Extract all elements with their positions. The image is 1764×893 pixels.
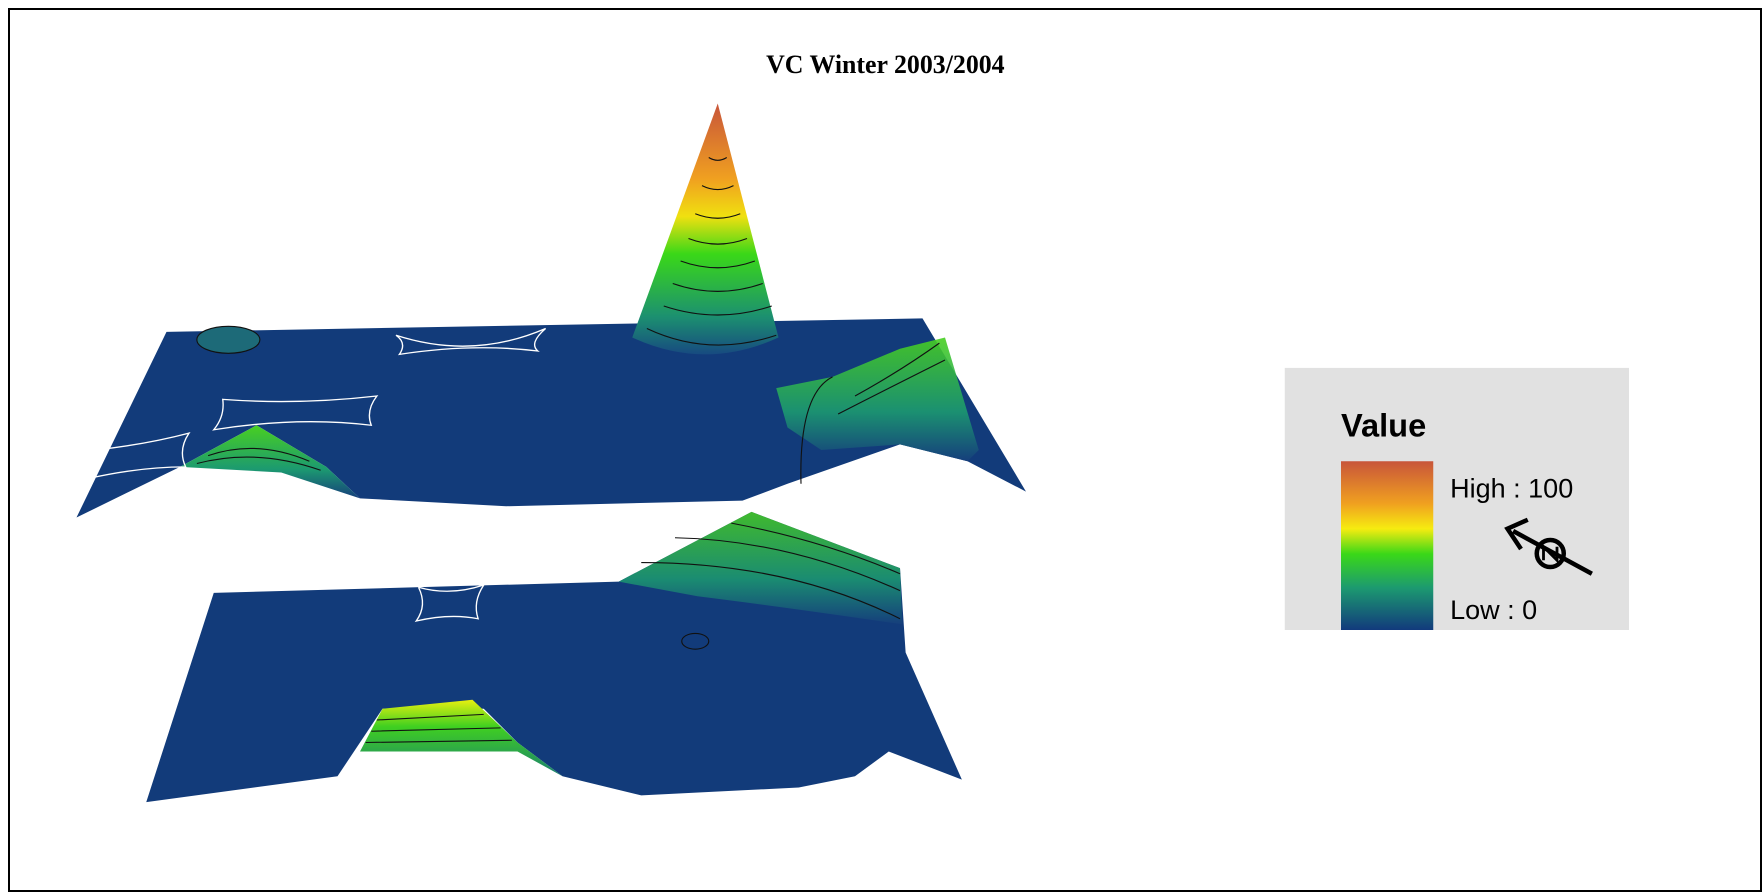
north-arrow: [1504, 517, 1593, 576]
contour: [800, 342, 946, 484]
peak-contours: [646, 157, 777, 346]
small-hill: [196, 325, 261, 354]
yellow-hill: [360, 699, 563, 777]
left-hill: [180, 425, 360, 499]
upper-surface: [76, 318, 1026, 518]
outline: [414, 583, 486, 623]
outline: [89, 432, 191, 479]
legend-low: Low : 0: [1450, 595, 1537, 625]
contour: [196, 447, 321, 471]
outline: [212, 395, 379, 431]
contour: [641, 522, 901, 620]
map-title: VC Winter 2003/2004: [766, 50, 1005, 79]
color-ramp: [1341, 461, 1434, 630]
contour: [365, 713, 512, 744]
legend-high: High : 100: [1450, 473, 1573, 503]
frame: [8, 8, 1762, 892]
contour: [681, 632, 710, 650]
peak: [632, 103, 779, 355]
map: VC Winter 2003/2004 Value High : 100: [76, 50, 1629, 803]
outline: [395, 327, 547, 356]
ridge: [618, 511, 903, 625]
legend-title: Value: [1341, 407, 1426, 444]
